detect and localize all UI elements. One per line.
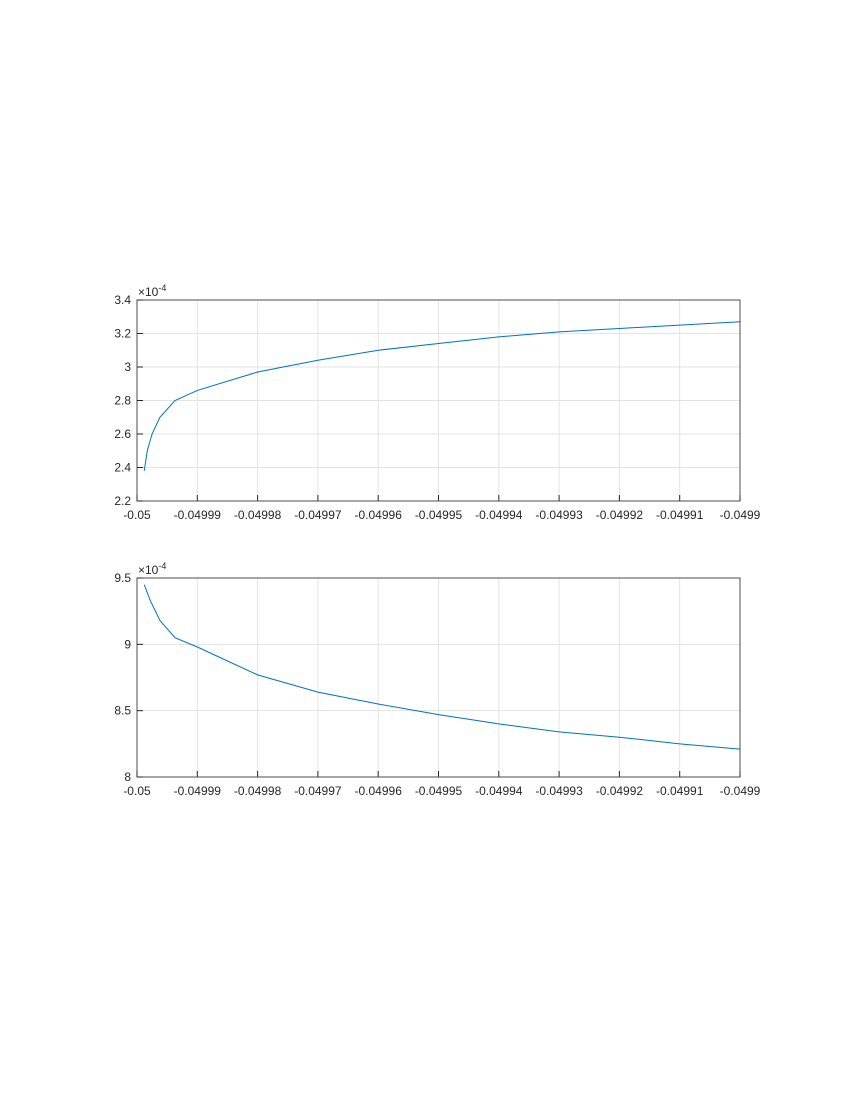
y-tick-label: 2.2	[114, 494, 131, 508]
x-tick-label: -0.04992	[596, 508, 644, 522]
axes-box	[136, 299, 741, 502]
x-tick-label: -0.04992	[596, 784, 644, 798]
y-tick-label: 2.6	[114, 427, 131, 441]
x-tick-label: -0.05	[123, 784, 151, 798]
x-tick-label: -0.04995	[415, 508, 463, 522]
x-tick-label: -0.04993	[535, 784, 583, 798]
y-multiplier-exponent: -4	[158, 561, 166, 571]
x-tick-label: -0.04995	[415, 784, 463, 798]
y-multiplier-exponent: -4	[158, 283, 166, 293]
axes-box	[136, 577, 741, 778]
x-tick-label: -0.04997	[294, 508, 342, 522]
y-tick-label: 8.5	[114, 704, 131, 718]
y-multiplier: ×10-4	[138, 561, 166, 577]
y-tick-label: 3.2	[114, 327, 131, 341]
y-tick-label: 3	[124, 360, 131, 374]
x-tick-label: -0.04999	[174, 784, 222, 798]
x-tick-label: -0.04991	[656, 508, 704, 522]
x-tick-label: -0.04998	[234, 508, 282, 522]
x-tick-label: -0.0499	[720, 784, 761, 798]
data-line	[143, 321, 741, 471]
x-tick-label: -0.0499	[720, 508, 761, 522]
x-tick-label: -0.04993	[535, 508, 583, 522]
y-multiplier: ×10-4	[138, 283, 166, 299]
x-tick-label: -0.04998	[234, 784, 282, 798]
data-line	[143, 584, 741, 750]
x-tick-label: -0.04999	[174, 508, 222, 522]
y-tick-label: 8	[124, 770, 131, 784]
y-tick-label: 2.4	[114, 461, 131, 475]
y-tick-label: 9.5	[114, 571, 131, 585]
x-tick-label: -0.04991	[656, 784, 704, 798]
y-tick-label: 9	[124, 637, 131, 651]
y-multiplier-base: ×10	[138, 563, 159, 577]
y-tick-label: 3.4	[114, 293, 131, 307]
y-multiplier-base: ×10	[138, 285, 159, 299]
y-tick-label: 2.8	[114, 394, 131, 408]
x-tick-label: -0.04994	[475, 508, 523, 522]
x-tick-label: -0.04994	[475, 784, 523, 798]
x-tick-label: -0.04996	[355, 784, 403, 798]
x-tick-label: -0.05	[123, 508, 151, 522]
x-tick-label: -0.04996	[355, 508, 403, 522]
x-tick-label: -0.04997	[294, 784, 342, 798]
